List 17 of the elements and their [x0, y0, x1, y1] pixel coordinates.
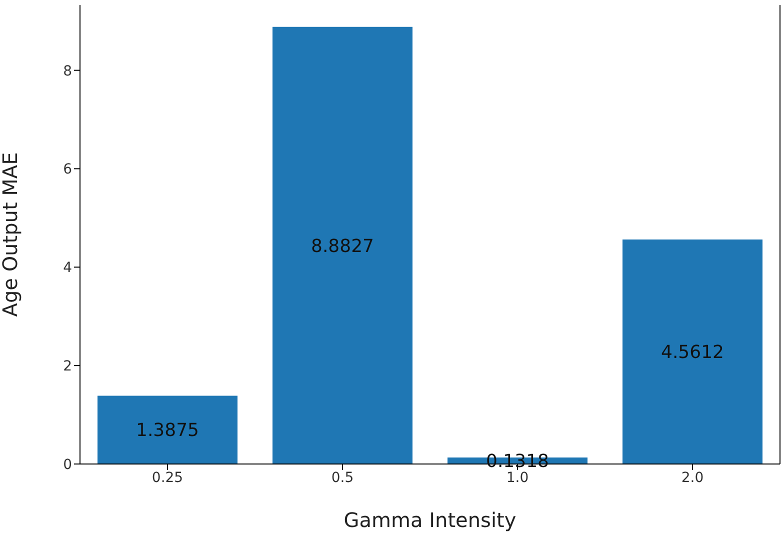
y-axis-title: Age Output MAE: [0, 152, 22, 317]
data-label: 1.3875: [136, 420, 199, 442]
y-tick-label: 4: [63, 260, 72, 276]
bar: [622, 240, 762, 464]
y-tick-label: 2: [63, 358, 72, 375]
y-tick-label: 6: [63, 162, 72, 178]
x-tick-label: 2.0: [681, 470, 704, 486]
y-tick-label: 0: [63, 456, 72, 473]
bar: [272, 26, 412, 464]
x-tick-label: 0.25: [152, 470, 184, 486]
data-label: 8.8827: [311, 236, 374, 257]
x-tick-label: 0.5: [331, 470, 354, 486]
x-axis-title: Gamma Intensity: [344, 508, 516, 532]
x-tick-label: 1.0: [506, 470, 529, 486]
y-tick-label: 8: [63, 63, 72, 80]
bar: [98, 396, 238, 464]
data-label: 4.5612: [661, 342, 724, 364]
